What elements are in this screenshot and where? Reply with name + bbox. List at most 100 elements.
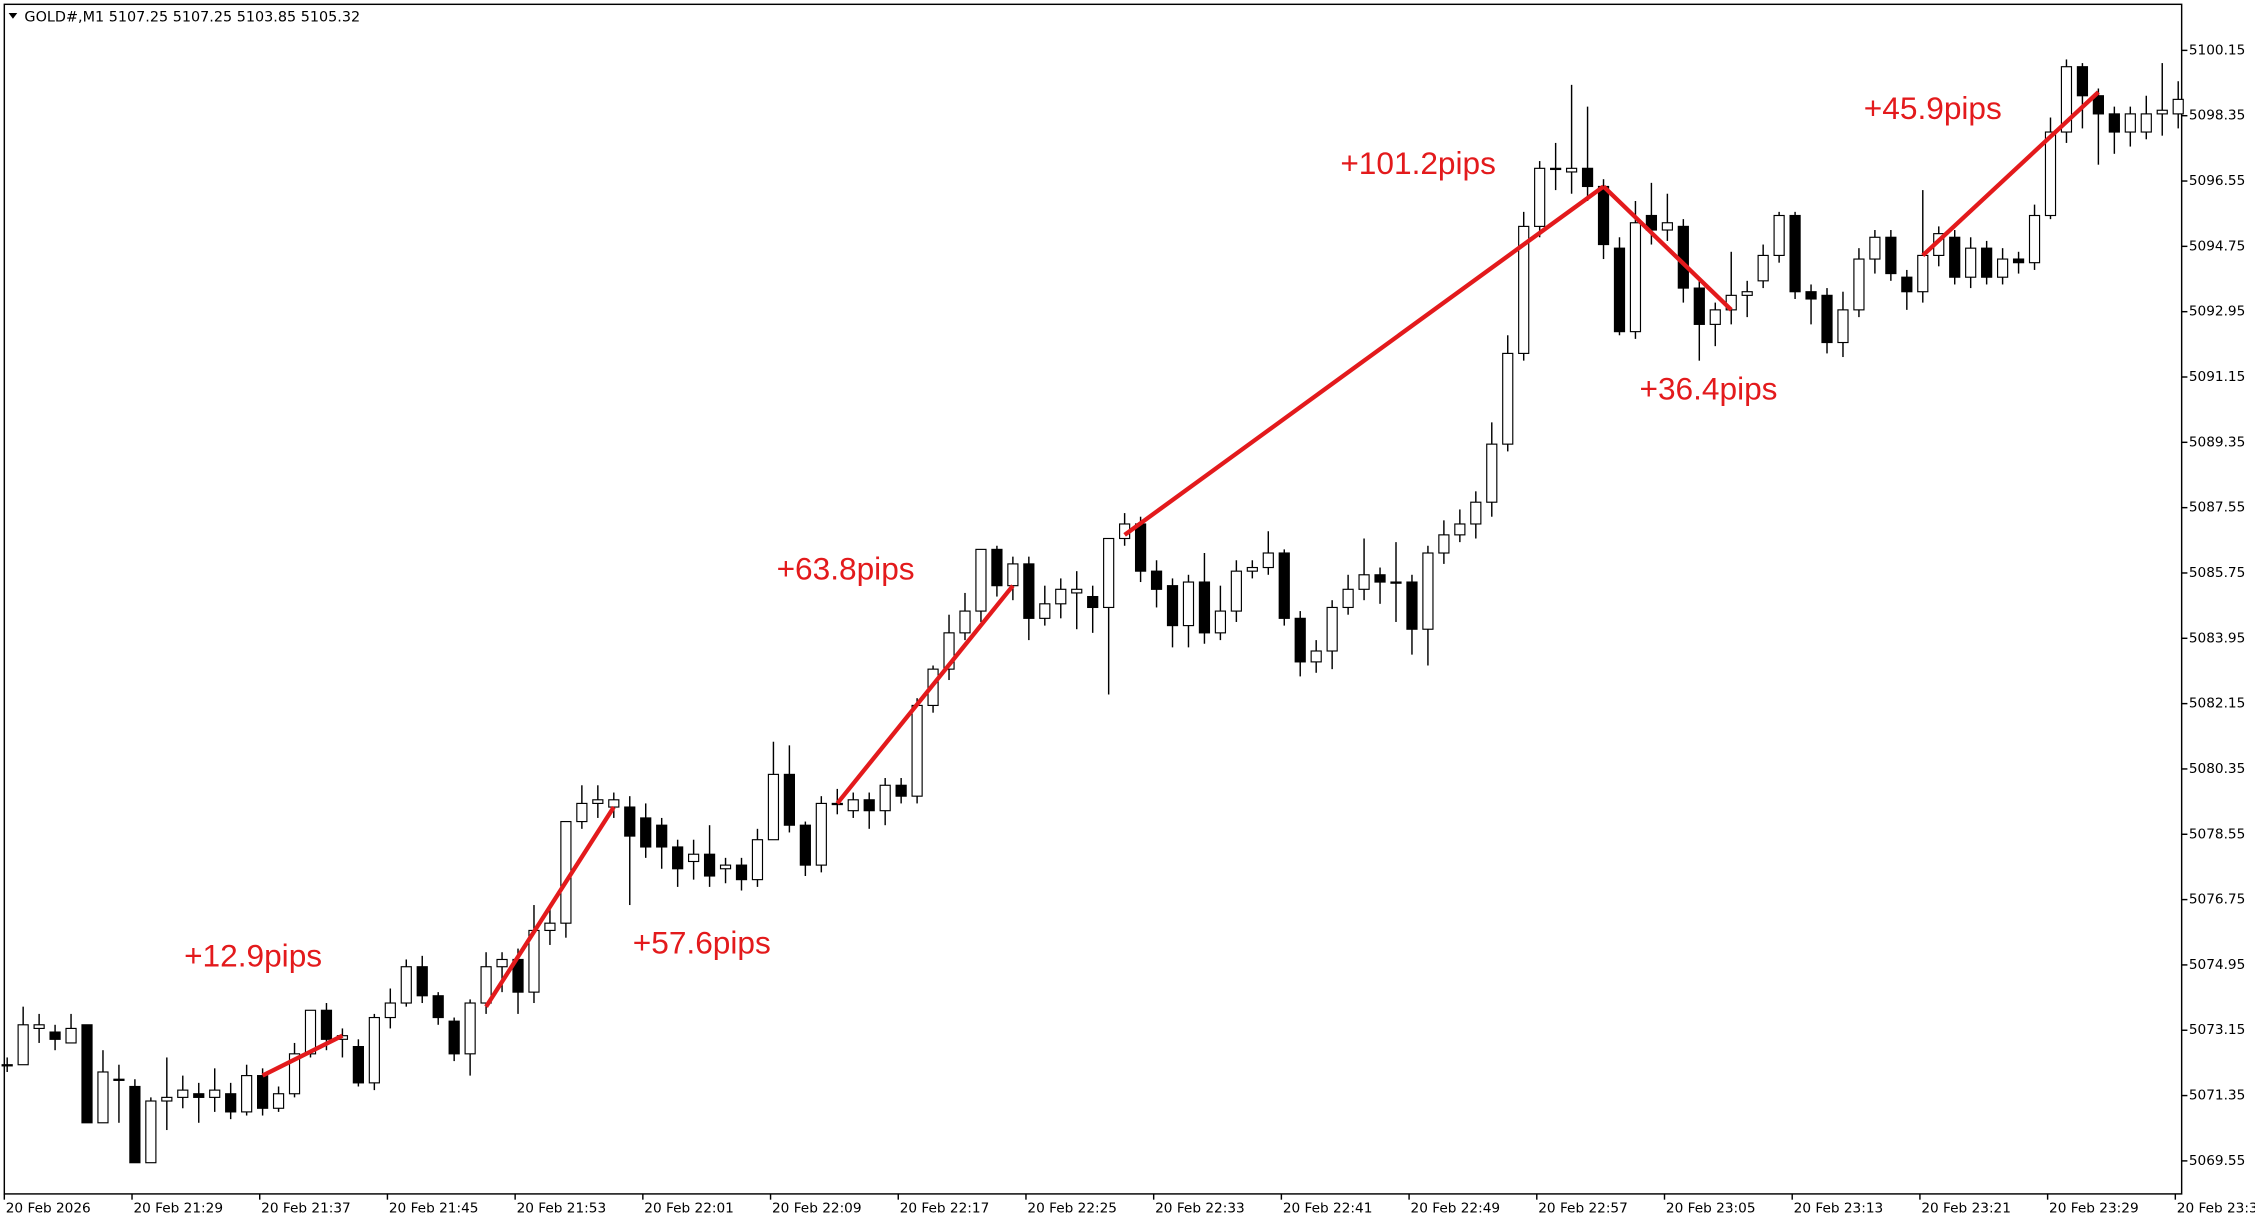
candle-body (1565, 167, 1578, 173)
candle-body (1949, 236, 1961, 278)
x-tick-label: 20 Feb 23:29 (2049, 1200, 2139, 1216)
annotation-label: +12.9pips (184, 937, 322, 973)
candle-body (17, 1024, 29, 1066)
candle-body (1134, 523, 1147, 572)
candle-body (1550, 167, 1562, 171)
y-tick-label: 5094.75 (2189, 238, 2245, 254)
y-tick-label: 5071.35 (2189, 1088, 2245, 1104)
y-tick-label: 5073.15 (2189, 1022, 2245, 1038)
candle-body (1965, 247, 1977, 278)
candle-body (49, 1031, 61, 1040)
candle-body (2028, 214, 2041, 264)
candle-body (129, 1085, 141, 1164)
candle-body (1358, 574, 1370, 590)
y-tick-label: 5083.95 (2189, 630, 2245, 646)
x-tick-label: 20 Feb 22:01 (644, 1200, 734, 1216)
x-tick-label: 20 Feb 21:29 (133, 1200, 223, 1216)
candle-body (1613, 247, 1626, 333)
candle-body (1805, 291, 1817, 300)
y-tick-label: 5078.55 (2189, 826, 2245, 842)
x-tick-label: 20 Feb 21:53 (517, 1200, 607, 1216)
candle-body (576, 802, 588, 823)
candle-body (464, 1002, 476, 1055)
candle-body (879, 784, 891, 812)
candle-body (1422, 552, 1434, 630)
plot-frame (3, 3, 2183, 1195)
candle-body (1262, 552, 1274, 569)
y-tick-label: 5098.35 (2189, 108, 2245, 124)
annotation-line (1123, 184, 1605, 537)
candle-body (193, 1093, 205, 1098)
x-tick-label: 20 Feb 22:57 (1538, 1200, 1628, 1216)
menu-triangle[interactable] (8, 12, 18, 19)
candle-body (656, 824, 668, 848)
candle-body (2012, 258, 2025, 264)
candle-body (1518, 225, 1530, 354)
annotation-label: +45.9pips (1864, 90, 2002, 126)
candle-body (783, 773, 796, 826)
candle-body (672, 846, 684, 870)
x-tick-label: 20 Feb 22:09 (772, 1200, 862, 1216)
candle-body (608, 799, 620, 808)
candle-body (145, 1100, 157, 1164)
annotation-line (484, 805, 616, 1008)
candle-body (496, 958, 508, 968)
x-tick-label: 20 Feb 23:3 (2177, 1200, 2255, 1216)
candle-body (2140, 113, 2152, 133)
annotation-line (261, 1033, 344, 1078)
candle-body (320, 1009, 333, 1040)
x-tick-label: 20 Feb 23:21 (1921, 1200, 2011, 1216)
candle-body (767, 773, 780, 841)
candle-body (400, 966, 412, 1004)
candle-body (97, 1071, 109, 1124)
candle-body (959, 610, 971, 634)
candle-body (288, 1053, 301, 1095)
candle-body (2060, 66, 2073, 133)
candle-body (991, 548, 1003, 587)
candle-body (1055, 588, 1067, 605)
candle-body (1853, 258, 1865, 311)
candle-body (1326, 606, 1338, 652)
candle-body (2044, 131, 2057, 217)
candle-body (1214, 610, 1227, 634)
candle-body (1821, 294, 1833, 344)
candle-body (1486, 443, 1498, 503)
y-tick-label: 5092.95 (2189, 304, 2245, 320)
candle-body (1773, 214, 1785, 256)
candle-body (1150, 570, 1163, 590)
x-tick-label: 20 Feb 22:17 (900, 1200, 990, 1216)
candle-body (1342, 588, 1354, 609)
candle-body (432, 995, 444, 1019)
candle-body (1103, 537, 1115, 609)
candle-body (1198, 581, 1211, 634)
candle-body (1470, 501, 1482, 525)
candle-body (1709, 309, 1721, 325)
candle-body (719, 864, 732, 870)
annotation-label: +57.6pips (633, 924, 771, 960)
candle-body (2172, 98, 2184, 115)
candle-body (1661, 222, 1673, 231)
x-tick-label: 20 Feb 21:45 (389, 1200, 479, 1216)
y-tick-label: 5080.35 (2189, 761, 2245, 777)
candle-body (1597, 185, 1610, 246)
x-tick-label: 20 Feb 22:41 (1283, 1200, 1373, 1216)
y-tick-label: 5096.55 (2189, 173, 2245, 189)
candle-body (1246, 566, 1258, 572)
annotation-line (1921, 90, 2100, 258)
candle-body (1837, 309, 1849, 344)
candle-body (624, 806, 636, 837)
candle-body (847, 799, 859, 812)
candle-body (1294, 617, 1306, 663)
annotation-label: +36.4pips (1639, 371, 1777, 407)
candle-body (1023, 563, 1035, 619)
candle-body (1087, 595, 1099, 609)
candle-body (2156, 109, 2168, 115)
candle-body (1693, 287, 1705, 325)
candle-body (1757, 254, 1769, 282)
annotation-line (1602, 184, 1733, 312)
x-tick-label: 20 Feb 23:13 (1794, 1200, 1884, 1216)
candle-body (831, 802, 843, 806)
candle-body (1374, 574, 1386, 583)
